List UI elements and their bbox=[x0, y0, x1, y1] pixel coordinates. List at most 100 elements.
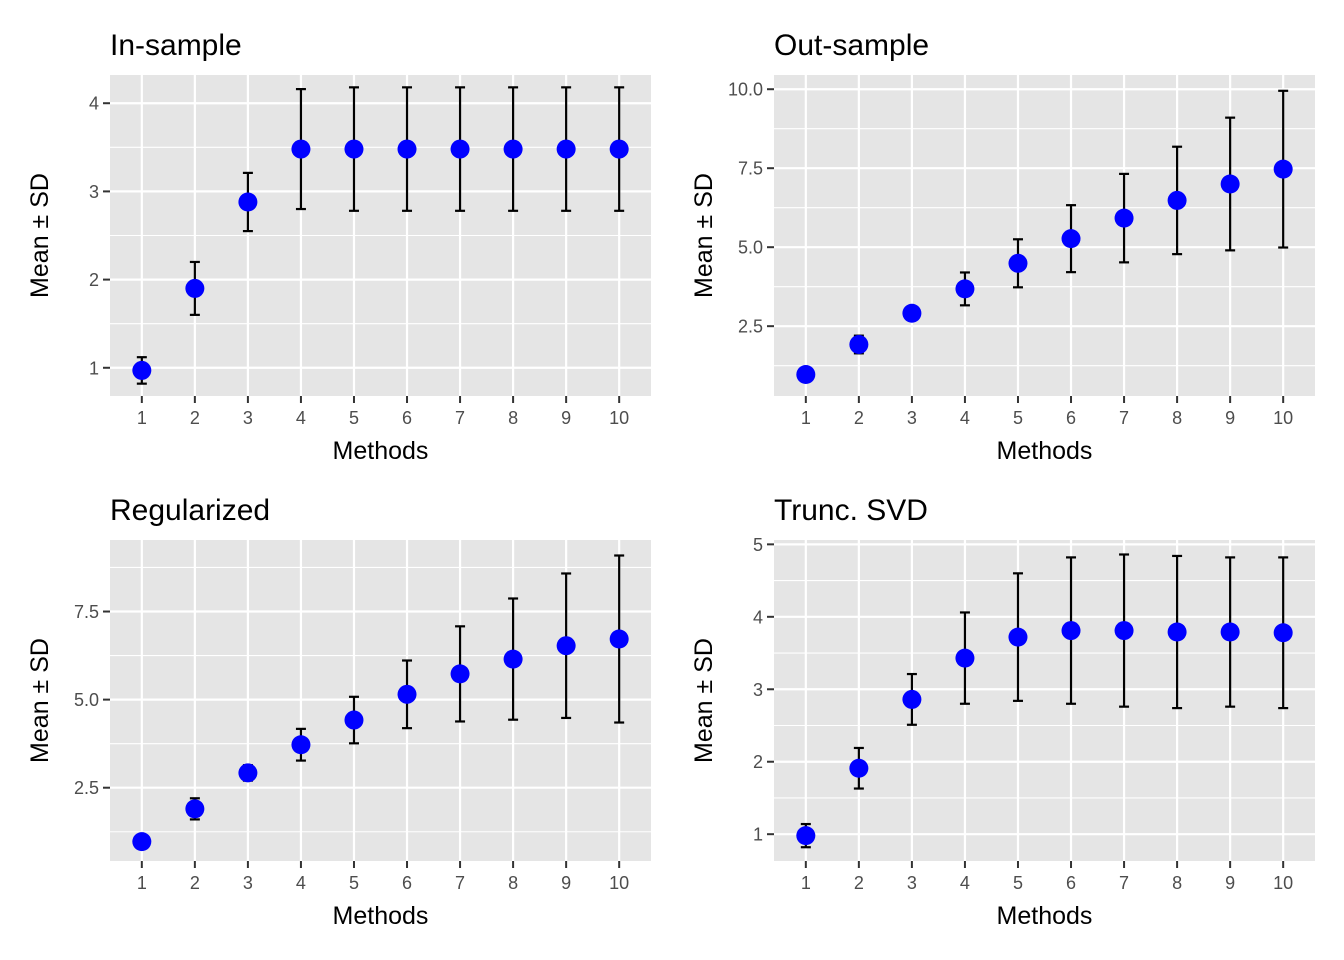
panel-title: Regularized bbox=[110, 494, 270, 527]
data-point bbox=[796, 826, 816, 846]
x-tick-label: 9 bbox=[561, 873, 571, 893]
x-tick-label: 5 bbox=[1013, 408, 1023, 428]
x-tick-label: 4 bbox=[960, 873, 970, 893]
x-tick-label: 7 bbox=[455, 408, 465, 428]
data-point bbox=[132, 832, 152, 852]
x-tick-label: 1 bbox=[801, 873, 811, 893]
x-tick-label: 4 bbox=[296, 873, 306, 893]
data-point bbox=[1114, 621, 1134, 641]
data-point bbox=[503, 649, 523, 669]
x-tick-label: 2 bbox=[190, 873, 200, 893]
x-tick-label: 10 bbox=[1273, 408, 1293, 428]
data-point bbox=[291, 735, 311, 755]
data-point bbox=[291, 139, 311, 159]
x-axis-title: Methods bbox=[997, 902, 1093, 930]
y-axis-title: Mean ± SD bbox=[690, 638, 718, 763]
data-point bbox=[238, 192, 258, 212]
x-tick-label: 8 bbox=[508, 408, 518, 428]
x-tick-label: 3 bbox=[243, 873, 253, 893]
x-tick-label: 3 bbox=[243, 408, 253, 428]
chart-panel-4: 1 2 3 4 5 1 2 3 4 5 6 7 8 9 10 Trunc. SVD Methods Mean ± … bbox=[690, 494, 1315, 930]
data-point bbox=[503, 139, 523, 159]
x-tick-label: 2 bbox=[854, 873, 864, 893]
y-tick-label: 5.0 bbox=[738, 238, 763, 258]
y-tick-label: 1 bbox=[753, 825, 763, 845]
data-point bbox=[609, 139, 629, 159]
y-axis-title: Mean ± SD bbox=[690, 173, 718, 298]
data-point bbox=[902, 689, 922, 709]
data-point bbox=[1061, 621, 1081, 641]
data-point bbox=[1008, 253, 1028, 273]
x-tick-label: 1 bbox=[137, 873, 147, 893]
y-tick-label: 2 bbox=[753, 752, 763, 772]
data-point bbox=[238, 763, 258, 783]
y-axis-title: Mean ± SD bbox=[26, 638, 54, 763]
x-tick-label: 6 bbox=[402, 873, 412, 893]
data-point bbox=[796, 365, 816, 385]
data-point bbox=[185, 799, 205, 819]
data-point bbox=[1114, 208, 1134, 228]
x-tick-label: 3 bbox=[907, 873, 917, 893]
data-point bbox=[1220, 622, 1240, 642]
data-point bbox=[344, 710, 364, 730]
x-tick-label: 8 bbox=[1172, 873, 1182, 893]
x-tick-label: 6 bbox=[1066, 873, 1076, 893]
x-tick-label: 10 bbox=[609, 873, 629, 893]
y-axis-title: Mean ± SD bbox=[26, 173, 54, 298]
panel-title: In-sample bbox=[110, 29, 242, 62]
chart-panel-3: 2.5 5.0 7.5 1 2 3 4 5 6 7 8 9 10 Regularized Methods Me… bbox=[26, 494, 651, 930]
data-point bbox=[955, 279, 975, 299]
data-point bbox=[1273, 623, 1293, 643]
y-tick-label: 5.0 bbox=[74, 690, 99, 710]
y-tick-label: 1 bbox=[89, 358, 99, 378]
data-point bbox=[1273, 159, 1293, 179]
data-point bbox=[556, 139, 576, 159]
x-tick-label: 4 bbox=[960, 408, 970, 428]
x-tick-label: 6 bbox=[402, 408, 412, 428]
x-tick-label: 6 bbox=[1066, 408, 1076, 428]
data-point bbox=[1220, 174, 1240, 194]
y-tick-label: 2 bbox=[89, 270, 99, 290]
y-tick-label: 4 bbox=[753, 607, 763, 627]
panel-title: Trunc. SVD bbox=[774, 494, 928, 527]
data-point bbox=[849, 758, 869, 778]
x-tick-label: 2 bbox=[190, 408, 200, 428]
x-tick-label: 10 bbox=[1273, 873, 1293, 893]
x-tick-label: 5 bbox=[349, 873, 359, 893]
data-point bbox=[902, 303, 922, 323]
x-tick-label: 5 bbox=[349, 408, 359, 428]
x-tick-label: 2 bbox=[854, 408, 864, 428]
data-point bbox=[1008, 627, 1028, 647]
x-tick-label: 3 bbox=[907, 408, 917, 428]
y-tick-label: 7.5 bbox=[738, 159, 763, 179]
data-point bbox=[450, 139, 470, 159]
x-tick-label: 5 bbox=[1013, 873, 1023, 893]
x-axis-title: Methods bbox=[333, 437, 429, 465]
data-point bbox=[849, 335, 869, 355]
x-tick-label: 1 bbox=[137, 408, 147, 428]
data-point bbox=[132, 360, 152, 380]
y-tick-label: 5 bbox=[753, 535, 763, 555]
y-tick-label: 3 bbox=[89, 182, 99, 202]
data-point bbox=[1061, 229, 1081, 249]
data-point bbox=[1167, 622, 1187, 642]
x-tick-label: 9 bbox=[1225, 408, 1235, 428]
chart-panel-1: 1 2 3 4 1 2 3 4 5 6 7 8 9 10 In-sample Methods Mean ± SD bbox=[26, 29, 651, 465]
x-axis-title: Methods bbox=[333, 902, 429, 930]
data-point bbox=[397, 684, 417, 704]
x-tick-label: 9 bbox=[561, 408, 571, 428]
x-tick-label: 1 bbox=[801, 408, 811, 428]
x-tick-label: 7 bbox=[1119, 408, 1129, 428]
data-point bbox=[450, 664, 470, 684]
panel-background bbox=[774, 540, 1315, 861]
data-point bbox=[609, 629, 629, 649]
data-point bbox=[344, 139, 364, 159]
x-tick-label: 4 bbox=[296, 408, 306, 428]
chart-panel-2: 2.5 5.0 7.5 10.0 1 2 3 4 5 6 7 8 9 10 Out-sample Method… bbox=[690, 29, 1315, 465]
data-point bbox=[397, 139, 417, 159]
y-tick-label: 7.5 bbox=[74, 602, 99, 622]
data-point bbox=[1167, 190, 1187, 210]
y-tick-label: 2.5 bbox=[74, 778, 99, 798]
y-tick-label: 4 bbox=[89, 94, 99, 114]
x-tick-label: 10 bbox=[609, 408, 629, 428]
